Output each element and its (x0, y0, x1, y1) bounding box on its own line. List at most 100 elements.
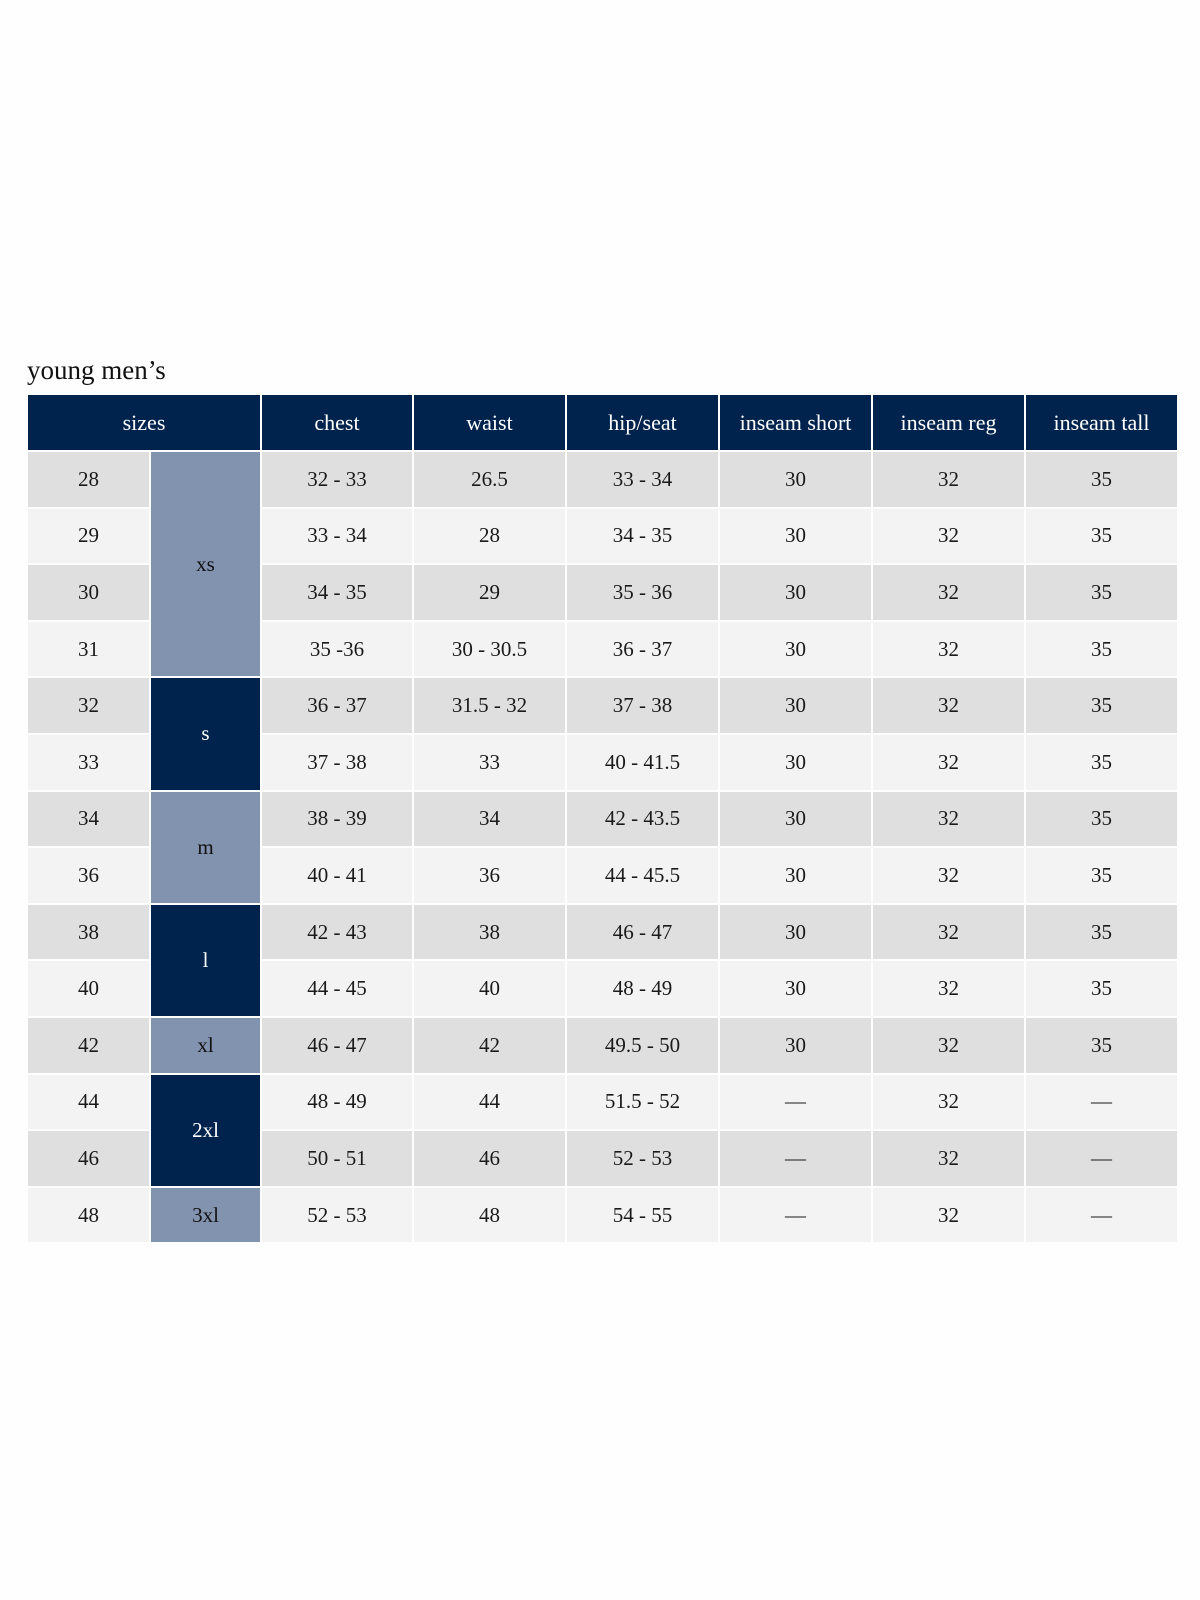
cell-inseam-reg: 32 (873, 1131, 1024, 1186)
cell-chest: 34 - 35 (262, 565, 412, 620)
chart-title: young men’s (27, 355, 166, 385)
size-group-3xl: 3xl (151, 1187, 260, 1243)
cell-hip-seat: 46 - 47 (567, 904, 718, 960)
cell-numeric-size: 46 (28, 1131, 149, 1186)
cell-chest: 46 - 47 (262, 1017, 412, 1073)
header-waist: waist (414, 395, 565, 450)
size-group-xs: xs (151, 452, 260, 677)
cell-chest: 36 - 37 (262, 678, 412, 733)
cell-waist: 40 (414, 961, 565, 1016)
cell-chest: 32 - 33 (262, 452, 412, 507)
cell-numeric-size: 32 (28, 678, 149, 733)
cell-chest: 37 - 38 (262, 734, 412, 790)
cell-inseam-short: 30 (720, 961, 871, 1016)
cell-hip-seat: 52 - 53 (567, 1131, 718, 1186)
cell-numeric-size: 44 (28, 1074, 149, 1130)
size-group-l: l (151, 904, 260, 1016)
cell-inseam-short: 30 (720, 848, 871, 903)
cell-waist: 42 (414, 1017, 565, 1073)
cell-inseam-short: 30 (720, 1017, 871, 1073)
cell-numeric-size: 34 (28, 791, 149, 847)
cell-numeric-size: 38 (28, 904, 149, 960)
cell-inseam-short: 30 (720, 565, 871, 620)
cell-numeric-size: 48 (28, 1187, 149, 1243)
cell-hip-seat: 54 - 55 (567, 1187, 718, 1243)
cell-inseam-tall: 35 (1026, 452, 1177, 507)
cell-inseam-reg: 32 (873, 1017, 1024, 1073)
cell-waist: 33 (414, 734, 565, 790)
cell-inseam-reg: 32 (873, 565, 1024, 620)
cell-inseam-reg: 32 (873, 904, 1024, 960)
cell-hip-seat: 44 - 45.5 (567, 848, 718, 903)
cell-inseam-short: — (720, 1187, 871, 1243)
cell-inseam-tall: 35 (1026, 791, 1177, 847)
cell-hip-seat: 51.5 - 52 (567, 1074, 718, 1130)
cell-inseam-reg: 32 (873, 961, 1024, 1016)
cell-hip-seat: 49.5 - 50 (567, 1017, 718, 1073)
cell-waist: 44 (414, 1074, 565, 1130)
cell-inseam-tall: 35 (1026, 1017, 1177, 1073)
cell-inseam-reg: 32 (873, 678, 1024, 733)
cell-numeric-size: 28 (28, 452, 149, 507)
cell-hip-seat: 34 - 35 (567, 508, 718, 564)
cell-inseam-reg: 32 (873, 452, 1024, 507)
cell-waist: 34 (414, 791, 565, 847)
cell-inseam-reg: 32 (873, 508, 1024, 564)
cell-numeric-size: 42 (28, 1017, 149, 1073)
cell-inseam-tall: 35 (1026, 848, 1177, 903)
cell-numeric-size: 30 (28, 565, 149, 620)
cell-hip-seat: 35 - 36 (567, 565, 718, 620)
cell-inseam-tall: 35 (1026, 565, 1177, 620)
header-sizes: sizes (28, 395, 260, 450)
cell-chest: 52 - 53 (262, 1187, 412, 1243)
header-inseam-short: inseam short (720, 395, 871, 450)
cell-inseam-tall: 35 (1026, 508, 1177, 564)
cell-chest: 50 - 51 (262, 1131, 412, 1186)
cell-hip-seat: 36 - 37 (567, 621, 718, 677)
header-chest: chest (262, 395, 412, 450)
size-group-s: s (151, 678, 260, 790)
header-inseam-reg: inseam reg (873, 395, 1024, 450)
cell-chest: 48 - 49 (262, 1074, 412, 1130)
cell-numeric-size: 31 (28, 621, 149, 677)
cell-inseam-short: — (720, 1131, 871, 1186)
cell-inseam-tall: 35 (1026, 961, 1177, 1016)
cell-numeric-size: 36 (28, 848, 149, 903)
cell-chest: 44 - 45 (262, 961, 412, 1016)
cell-inseam-tall: 35 (1026, 904, 1177, 960)
cell-inseam-tall: — (1026, 1131, 1177, 1186)
cell-inseam-tall: — (1026, 1187, 1177, 1243)
size-group-xl: xl (151, 1017, 260, 1073)
cell-chest: 40 - 41 (262, 848, 412, 903)
cell-inseam-short: 30 (720, 791, 871, 847)
header-inseam-tall: inseam tall (1026, 395, 1177, 450)
cell-waist: 31.5 - 32 (414, 678, 565, 733)
cell-inseam-tall: 35 (1026, 621, 1177, 677)
cell-waist: 38 (414, 904, 565, 960)
cell-inseam-reg: 32 (873, 1074, 1024, 1130)
cell-hip-seat: 48 - 49 (567, 961, 718, 1016)
cell-waist: 30 - 30.5 (414, 621, 565, 677)
cell-inseam-tall: 35 (1026, 678, 1177, 733)
cell-inseam-reg: 32 (873, 791, 1024, 847)
cell-hip-seat: 33 - 34 (567, 452, 718, 507)
cell-chest: 42 - 43 (262, 904, 412, 960)
cell-hip-seat: 42 - 43.5 (567, 791, 718, 847)
cell-numeric-size: 33 (28, 734, 149, 790)
cell-inseam-short: — (720, 1074, 871, 1130)
cell-inseam-reg: 32 (873, 734, 1024, 790)
cell-hip-seat: 40 - 41.5 (567, 734, 718, 790)
cell-inseam-short: 30 (720, 508, 871, 564)
cell-inseam-tall: — (1026, 1074, 1177, 1130)
cell-chest: 33 - 34 (262, 508, 412, 564)
size-group-2xl: 2xl (151, 1074, 260, 1186)
cell-inseam-tall: 35 (1026, 734, 1177, 790)
size-chart-table: sizes chest waist hip/seat inseam short … (28, 395, 1177, 1243)
cell-waist: 36 (414, 848, 565, 903)
cell-inseam-short: 30 (720, 678, 871, 733)
cell-inseam-reg: 32 (873, 848, 1024, 903)
cell-inseam-short: 30 (720, 734, 871, 790)
cell-inseam-reg: 32 (873, 1187, 1024, 1243)
cell-waist: 46 (414, 1131, 565, 1186)
cell-hip-seat: 37 - 38 (567, 678, 718, 733)
